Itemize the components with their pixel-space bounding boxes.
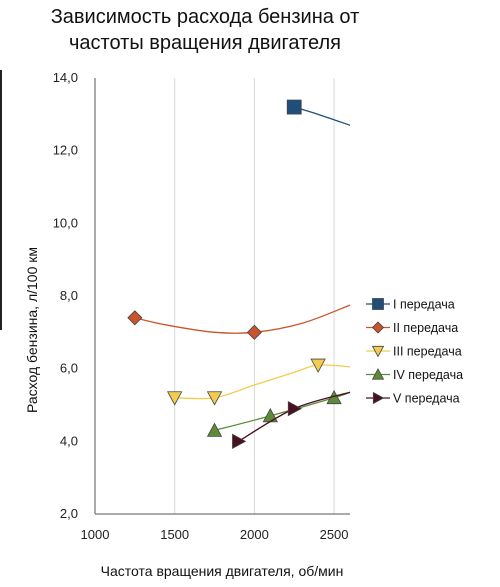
legend-label: II передача	[393, 321, 458, 335]
y-tick-label: 12,0	[53, 143, 78, 158]
legend-marker	[372, 391, 385, 405]
legend-item: III передача	[366, 345, 462, 359]
y-axis-title: Расход бензина, л/100 км	[24, 247, 40, 413]
x-tick-labels: 1000 1500 2000 2500	[81, 527, 349, 542]
x-tick-label: 1000	[81, 527, 110, 542]
chart-title-line-1: Зависимость расхода бензина от	[50, 6, 360, 28]
data-point-marker	[310, 358, 326, 373]
legend-item: II передача	[366, 321, 458, 335]
data-point-marker	[206, 391, 223, 406]
x-tick-label: 2500	[320, 527, 349, 542]
x-tick-label: 1500	[160, 527, 189, 542]
series-3	[167, 358, 351, 406]
legend-item: I передача	[366, 298, 455, 312]
series-line	[134, 304, 351, 335]
legend-marker	[372, 298, 384, 310]
legend-marker	[371, 368, 385, 380]
legend-item: V передача	[366, 392, 460, 406]
y-tick-label: 2,0	[60, 506, 78, 521]
data-point-marker	[287, 400, 303, 417]
grid-lines	[174, 78, 335, 514]
series-layer	[127, 99, 351, 450]
y-tick-label: 4,0	[60, 433, 78, 448]
legend-label: V передача	[393, 392, 460, 406]
data-point-marker	[232, 433, 247, 450]
chart-title-line-2: частоты вращения двигателя	[69, 32, 341, 54]
legend-label: III передача	[393, 345, 462, 359]
data-point-marker	[167, 391, 183, 406]
data-point-marker	[246, 324, 262, 340]
left-edge-line	[0, 70, 2, 330]
y-tick-labels: 2,0 4,0 6,0 8,0 10,0 12,0 14,0	[53, 70, 78, 521]
legend-item: IV передача	[366, 368, 463, 382]
series-5	[232, 391, 351, 450]
x-tick-label: 2000	[240, 527, 269, 542]
legend-marker	[371, 345, 385, 358]
y-tick-label: 10,0	[53, 215, 78, 230]
data-point-marker	[206, 422, 223, 437]
legend-label: IV передача	[393, 368, 463, 382]
legend: I передача II передача III передача IV пере…	[366, 298, 463, 406]
plot-area	[95, 78, 350, 514]
y-tick-label: 6,0	[60, 361, 78, 376]
series-2	[127, 304, 351, 340]
legend-marker	[371, 321, 385, 334]
data-point-marker	[286, 99, 302, 115]
series-1	[286, 99, 351, 126]
chart-title: Зависимость расхода бензина от частоты в…	[0, 4, 410, 56]
y-tick-label: 8,0	[60, 288, 78, 303]
data-point-marker	[127, 310, 143, 326]
y-tick-label: 14,0	[53, 70, 78, 85]
x-axis-title: Частота вращения двигателя, об/мин	[101, 563, 344, 579]
legend-label: I передача	[393, 298, 455, 312]
